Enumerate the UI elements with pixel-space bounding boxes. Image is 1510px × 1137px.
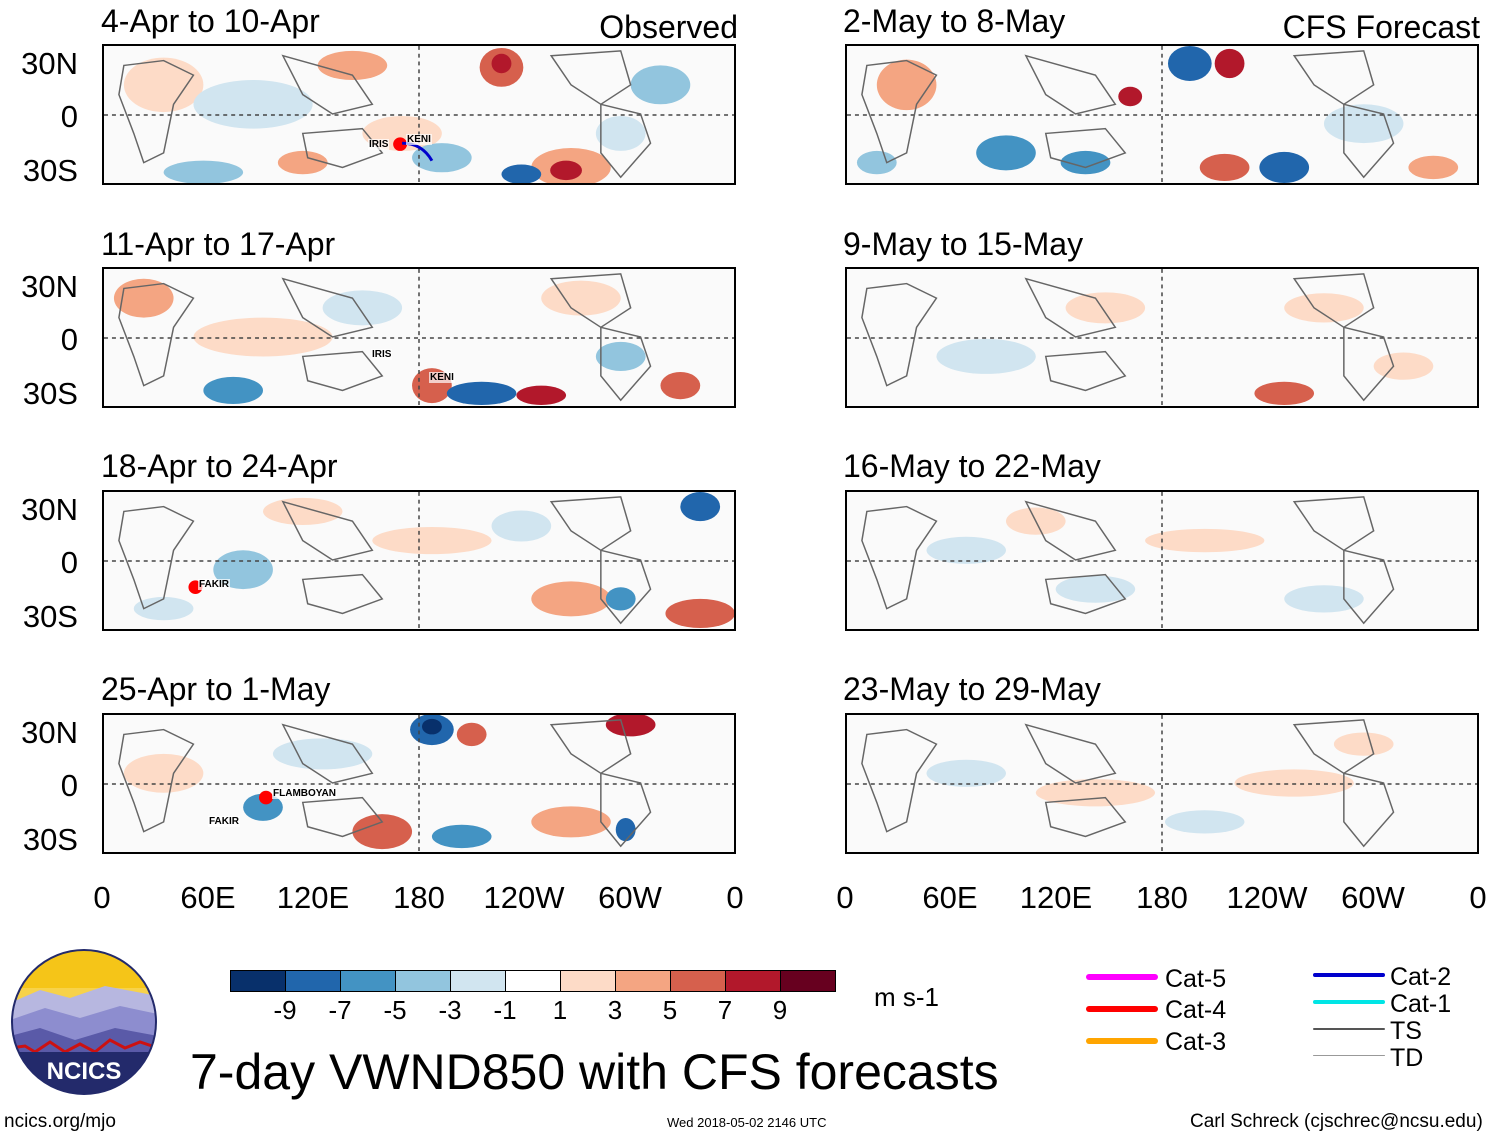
y-tick-label: 30N: [21, 492, 78, 527]
forecast-panel-4-title: 23-May to 29-May: [843, 671, 1101, 707]
colorbar-box: [395, 970, 451, 992]
x-tick-label: 120W: [483, 880, 565, 915]
storm-label-keni: KENI: [406, 134, 432, 145]
y-tick-label: 30S: [22, 599, 78, 634]
x-tick-label: 0: [836, 880, 854, 915]
logo-text: NCICS: [46, 1058, 122, 1085]
forecast-map-3: [845, 490, 1479, 631]
x-tick-label: 120W: [1226, 880, 1308, 915]
forecast-panel-1-title: 2-May to 8-May: [843, 3, 1066, 39]
storm-label-iris: IRIS: [368, 139, 390, 150]
legend-label-cat3: Cat-3: [1165, 1028, 1227, 1056]
observed-map-3: FAKIR: [102, 490, 736, 631]
x-tick-label: 60W: [598, 880, 662, 915]
colorbar-tick-label: 9: [772, 995, 788, 1025]
legend-line-cat1: [1313, 1000, 1385, 1004]
x-tick-label: 180: [1136, 880, 1188, 915]
legend-label-cat5: Cat-5: [1165, 965, 1227, 993]
colorbar-tick-label: -3: [438, 995, 462, 1025]
y-tick-label: 30S: [22, 153, 78, 188]
colorbar-units: m s-1: [874, 982, 939, 1012]
legend-line-td: [1313, 1055, 1385, 1056]
footer-url[interactable]: ncics.org/mjo: [4, 1111, 116, 1132]
colorbar-tick-label: -1: [493, 995, 517, 1025]
legend-label-cat1: Cat-1: [1390, 990, 1452, 1018]
legend-line-cat4: [1086, 1006, 1158, 1012]
y-tick-label: 0: [60, 322, 78, 357]
footer-author: Carl Schreck (cjschrec@ncsu.edu): [1190, 1111, 1483, 1132]
colorbar-tick-label: 7: [717, 995, 733, 1025]
forecast-map-2: [845, 267, 1479, 408]
x-tick-label: 60E: [922, 880, 978, 915]
storm-label-flamboyan: FLAMBOYAN: [272, 788, 337, 799]
legend-line-cat2: [1313, 973, 1385, 977]
y-tick-label: 0: [60, 545, 78, 580]
colorbar-box: [340, 970, 396, 992]
x-tick-label: 60W: [1341, 880, 1405, 915]
forecast-panel-3-title: 16-May to 22-May: [843, 448, 1101, 484]
storm-label-fakir: FAKIR: [198, 579, 230, 590]
x-tick-label: 120E: [276, 880, 350, 915]
forecast-map-4: [845, 713, 1479, 854]
colorbar-box: [505, 970, 561, 992]
colorbar-tick-label: 1: [552, 995, 568, 1025]
observed-panel-4-title: 25-Apr to 1-May: [101, 671, 331, 707]
forecast-label: CFS Forecast: [1282, 9, 1480, 45]
colorbar-box: [560, 970, 616, 992]
x-tick-label: 180: [393, 880, 445, 915]
storm-label-fakir: FAKIR: [208, 816, 240, 827]
colorbar-tick-label: -7: [328, 995, 352, 1025]
legend-label-ts: TS: [1390, 1017, 1422, 1045]
colorbar-box: [450, 970, 506, 992]
storm-label-keni: KENI: [429, 372, 455, 383]
colorbar-box: [285, 970, 341, 992]
observed-map-2: IRIS KENI: [102, 267, 736, 408]
legend-line-ts: [1313, 1028, 1385, 1030]
legend-label-cat2: Cat-2: [1390, 963, 1452, 991]
colorbar-box: [670, 970, 726, 992]
y-tick-label: 30S: [22, 822, 78, 857]
legend-label-cat4: Cat-4: [1165, 996, 1227, 1024]
observed-map-4: FLAMBOYAN FAKIR: [102, 713, 736, 854]
x-tick-label: 60E: [180, 880, 236, 915]
observed-panel-1-title: 4-Apr to 10-Apr: [101, 3, 320, 39]
colorbar-box: [725, 970, 781, 992]
forecast-map-1: [845, 44, 1479, 185]
colorbar-tick-label: 3: [607, 995, 623, 1025]
footer-timestamp: Wed 2018-05-02 2146 UTC: [667, 1115, 827, 1130]
observed-map-1: IRIS KENI: [102, 44, 736, 185]
x-tick-label: 120E: [1019, 880, 1093, 915]
y-tick-label: 30N: [21, 715, 78, 750]
colorbar-box: [615, 970, 671, 992]
y-tick-label: 0: [60, 99, 78, 134]
legend-line-cat3: [1086, 1038, 1158, 1044]
legend-line-cat5: [1086, 974, 1158, 980]
x-tick-label: 0: [1469, 880, 1487, 915]
colorbar-tick-label: -5: [383, 995, 407, 1025]
forecast-panel-2-title: 9-May to 15-May: [843, 226, 1084, 262]
legend-label-td: TD: [1390, 1044, 1424, 1072]
observed-panel-3-title: 18-Apr to 24-Apr: [101, 448, 338, 484]
storm-label-iris: IRIS: [371, 349, 393, 360]
x-tick-label: 0: [93, 880, 111, 915]
colorbar-tick-label: -9: [273, 995, 297, 1025]
x-tick-label: 0: [726, 880, 744, 915]
observed-panel-2-title: 11-Apr to 17-Apr: [101, 226, 336, 262]
main-title: 7-day VWND850 with CFS forecasts: [190, 1044, 999, 1100]
colorbar-tick-label: 5: [662, 995, 678, 1025]
observed-label: Observed: [599, 9, 738, 45]
ncics-logo: NCICS: [10, 948, 158, 1096]
y-tick-label: 30N: [21, 46, 78, 81]
y-tick-label: 30N: [21, 269, 78, 304]
y-tick-label: 30S: [22, 376, 78, 411]
colorbar-box: [230, 970, 286, 992]
colorbar-box: [780, 970, 836, 992]
y-tick-label: 0: [60, 768, 78, 803]
